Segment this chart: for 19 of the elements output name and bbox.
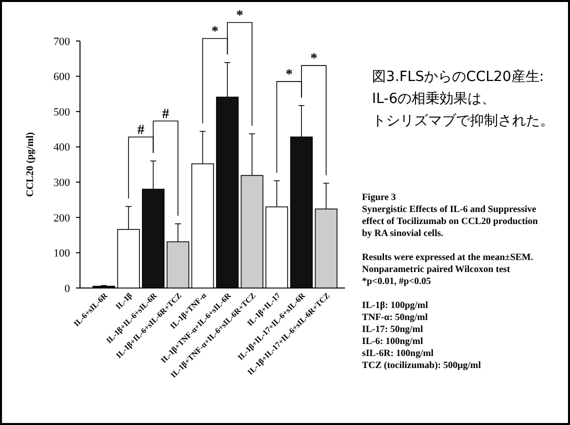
y-tick-label: 700 (54, 36, 70, 48)
text: IL-1β: 100pg/ml TNF-α: 50ng/ml IL-17: 50ng/ml IL-6: 100ng/ml sIL-6R: 100ng/ml TCZ (tocilizumab): 500μg/ml (362, 301, 482, 371)
y-tick-label: 100 (54, 248, 70, 260)
text: * (236, 8, 244, 24)
annotation: * (286, 68, 293, 83)
y-tick-label: 0 (64, 282, 70, 295)
text: 図3.FLSからのCCL20産生:IL-6の相乗効果は、トシリズマブで抑制された。 (372, 69, 554, 129)
annotation: * (310, 52, 318, 67)
y-tick-label: 500 (54, 106, 70, 118)
text: Results were expressed at the mean±SEM. Nonparametric paired Wilcoxon test *p<0.01, #p<0.05 (362, 253, 534, 287)
y-tick-label: 600 (54, 71, 70, 84)
y-tick-label: 400 (54, 142, 70, 154)
y-axis-title: CCL20 (pg/ml) (25, 132, 36, 197)
annotation: # (137, 122, 144, 138)
y-tick-label: 300 (54, 176, 70, 189)
y-tick-label: 200 (54, 212, 70, 224)
annotation: # (162, 106, 170, 122)
text: * (212, 24, 218, 40)
caption: Figure 3 Synergistic Effects of IL-6 and Suppressive effect of Tocilizumab on CCL20 production by RA sinovial cells. (362, 193, 539, 239)
